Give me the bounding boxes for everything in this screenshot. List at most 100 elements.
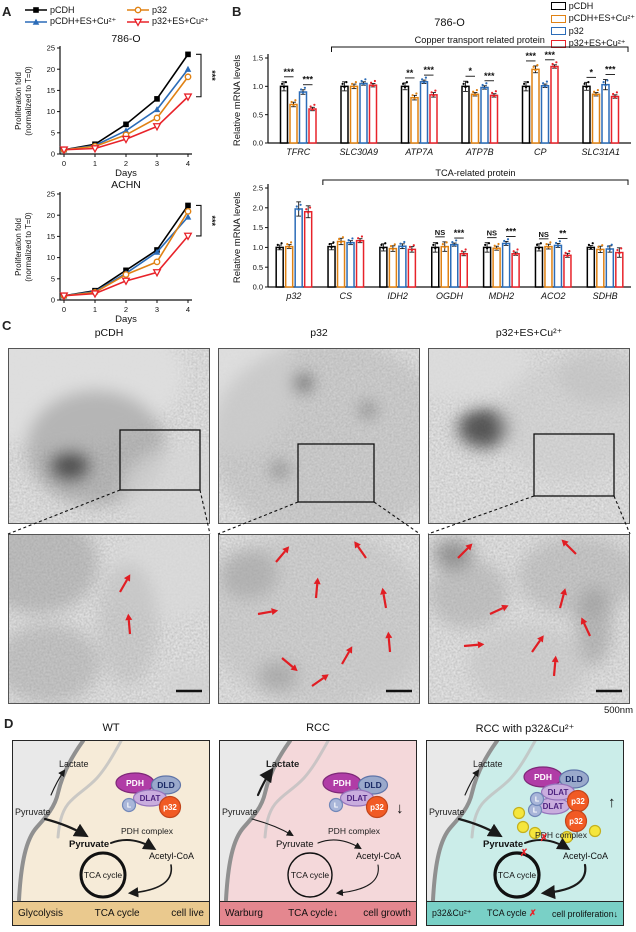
membrane-fold [470, 739, 537, 839]
mitochondria-arrow [380, 587, 388, 609]
marker-square [123, 121, 129, 128]
em-blob [468, 626, 588, 706]
data-point [313, 103, 316, 106]
category-label: CS [340, 291, 353, 301]
line [552, 661, 557, 677]
dld-subunit [357, 775, 389, 795]
summary-strip-segment: ✗ [529, 908, 537, 918]
em-image-p32escu-zoom [428, 534, 636, 709]
legend-marker [25, 7, 47, 13]
data-point [587, 81, 590, 84]
marker-square [33, 7, 39, 13]
category-label: TFRC [286, 147, 310, 157]
data-point [460, 250, 463, 253]
bar [327, 245, 336, 288]
bar [355, 239, 365, 288]
data-point [347, 239, 350, 242]
bar [501, 242, 511, 288]
pdh-subunit-label: PDH [333, 778, 351, 788]
l-subunit [121, 797, 137, 813]
data-point [585, 86, 588, 89]
legend-label: p32+ES+Cu²⁺ [152, 16, 209, 26]
chart-title: 786-O [111, 33, 140, 45]
significance-label: *** [544, 50, 555, 60]
line [463, 643, 479, 648]
bar [388, 247, 398, 288]
cu-ion [528, 826, 542, 840]
marker-circle [153, 258, 161, 266]
bar [489, 94, 499, 144]
data-point [606, 79, 609, 82]
em-border [218, 348, 420, 524]
data-point [402, 82, 405, 85]
legend-label: pCDH+ES+Cu²⁺ [568, 13, 635, 23]
data-point [553, 66, 556, 69]
legend-marker [25, 18, 47, 25]
lactate-label: Lactate [59, 759, 89, 769]
significance-label: *** [302, 75, 313, 85]
y-tick-label: 1.5 [253, 54, 263, 63]
em-blob [271, 462, 289, 478]
panel-b-legend: pCDH pCDH+ES+Cu²⁺ p32 p32+ES+Cu²⁺ [550, 1, 635, 49]
l-subunit-label: L [334, 803, 339, 810]
data-point [351, 237, 354, 240]
pdh-complex-label: PDH complex [535, 830, 588, 840]
em-image-pcdh-zoom [0, 514, 230, 709]
bar [368, 84, 378, 144]
em-blob [355, 634, 425, 694]
legend-item: p32+ES+Cu²⁺ [126, 16, 234, 27]
summary-strip-item: p32&Cu²⁺ [432, 908, 471, 919]
em-blob [293, 374, 313, 392]
data-point [613, 96, 617, 99]
significance-label: *** [506, 226, 517, 236]
data-point [492, 95, 496, 98]
legend-label: pCDH+ES+Cu²⁺ [50, 16, 117, 26]
data-point [434, 247, 437, 250]
data-point [408, 245, 412, 248]
data-point [415, 92, 418, 95]
bar [400, 85, 410, 144]
bar [429, 94, 438, 144]
bar [544, 245, 553, 288]
data-point [422, 81, 426, 84]
data-point [389, 244, 393, 248]
category-label: CP [534, 147, 547, 157]
data-point [358, 240, 362, 243]
bar [336, 240, 346, 288]
line [457, 547, 469, 559]
bar [534, 246, 544, 288]
data-point [341, 82, 344, 85]
data-point [339, 241, 343, 244]
data-point [545, 243, 548, 246]
data-point [282, 86, 286, 89]
bar [582, 85, 591, 144]
x-tick-label: 0 [62, 159, 66, 168]
legend-item: p32 [550, 26, 635, 36]
data-point [341, 236, 345, 239]
x-axis-label: Days [115, 314, 137, 324]
lactate-arrow [256, 767, 274, 797]
y-tick-label: 0.5 [253, 110, 263, 119]
data-point [543, 85, 547, 88]
data-point [485, 82, 488, 85]
legend-item: pCDH+ES+Cu²⁺ [550, 13, 635, 24]
bar [605, 248, 615, 288]
data-point [349, 242, 352, 245]
y-tick-label: 2.5 [253, 184, 263, 193]
acetyl-coa-label: Acetyl-CoA [563, 851, 608, 861]
data-point [516, 248, 519, 251]
marker-triangle-down [90, 145, 100, 154]
y-tick-label: 20 [47, 211, 55, 220]
bar [470, 93, 480, 144]
data-point [276, 243, 279, 246]
data-point [373, 79, 376, 83]
tca-cycle-circle [493, 851, 541, 899]
line [127, 619, 132, 635]
line [281, 657, 294, 668]
data-point [594, 93, 598, 97]
extracellular-region [13, 741, 83, 900]
group-bracket-label: TCA-related protein [435, 168, 515, 178]
data-point [555, 61, 558, 64]
